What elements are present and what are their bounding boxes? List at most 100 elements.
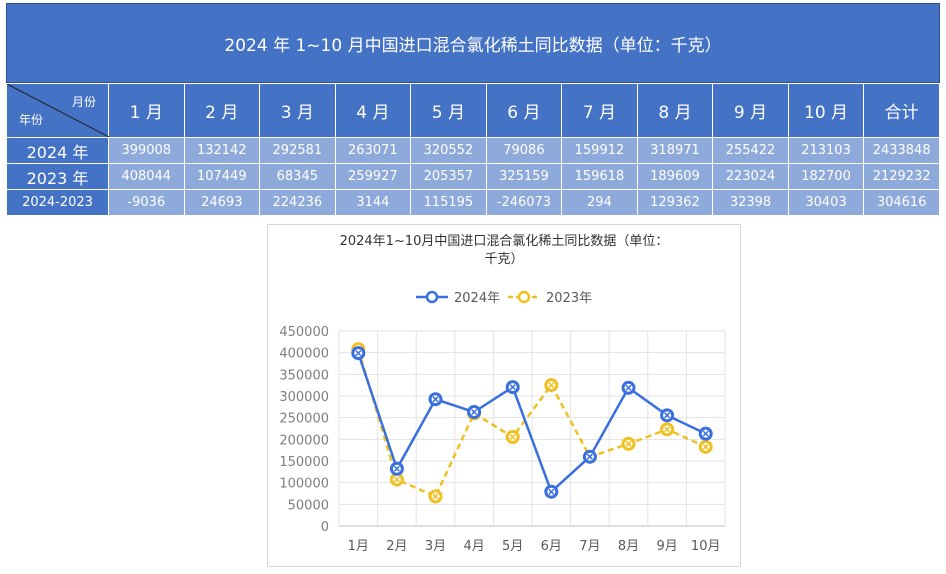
data-point-pattern bbox=[355, 350, 362, 357]
x-tick-label: 6月 bbox=[541, 539, 562, 554]
table-cell: 224236 bbox=[259, 189, 336, 216]
table-cell-total: 304616 bbox=[863, 189, 940, 216]
header-cell: 5 月 bbox=[410, 83, 487, 138]
table-cell: 3144 bbox=[334, 189, 412, 216]
legend-marker bbox=[517, 290, 531, 304]
data-point-pattern bbox=[471, 408, 478, 416]
table-cell: 259927 bbox=[334, 163, 412, 190]
table-cell: 68345 bbox=[259, 163, 336, 190]
chart-title-line-2: 千克） bbox=[484, 252, 524, 267]
y-tick-label: 250000 bbox=[279, 412, 329, 427]
chart-canvas: 0 50000 100000 150000 200000 250000 300000 3500… bbox=[279, 290, 726, 554]
y-tick-label: 300000 bbox=[279, 390, 329, 405]
chart-title: 2024年1~10月中国进口混合氯化稀土同比数据（单位： 千克） bbox=[268, 233, 740, 269]
data-point-pattern bbox=[432, 396, 439, 403]
row-label: 2023 年 bbox=[6, 163, 109, 190]
corner-year-label: 年份 bbox=[19, 113, 44, 127]
table-cell: 325159 bbox=[485, 163, 563, 190]
table-cell: 318971 bbox=[636, 137, 714, 164]
y-tick-label: 350000 bbox=[279, 368, 329, 383]
data-point-pattern bbox=[664, 412, 671, 419]
table-cell: 24693 bbox=[183, 189, 261, 216]
x-tick-label: 4月 bbox=[463, 539, 484, 554]
table-cell: 79086 bbox=[485, 137, 563, 164]
table-cell: 294 bbox=[561, 189, 638, 216]
table-cell: 159618 bbox=[561, 163, 638, 190]
data-table: 月份 年份 1 月 2 月 3 月 4 月 5 月 6 月 7 月 8 月 9 … bbox=[6, 83, 940, 216]
table-row-diff: 2024-2023 -9036 24693 224236 3144 115195… bbox=[6, 189, 940, 216]
table-corner-cell: 月份 年份 bbox=[6, 83, 109, 138]
table-cell: 408044 bbox=[108, 163, 185, 190]
data-point-pattern bbox=[432, 493, 439, 500]
legend-label: 2024年 bbox=[454, 291, 500, 306]
x-tick-label: 9月 bbox=[656, 539, 677, 554]
table-header-row: 月份 年份 1 月 2 月 3 月 4 月 5 月 6 月 7 月 8 月 9 … bbox=[6, 83, 940, 138]
header-cell: 1 月 bbox=[108, 83, 185, 138]
legend-marker bbox=[425, 290, 439, 304]
data-point-pattern bbox=[702, 443, 709, 450]
header-cell: 7 月 bbox=[561, 83, 638, 138]
row-label: 2024-2023 bbox=[6, 189, 109, 216]
table-cell: 223024 bbox=[712, 163, 789, 190]
table-cell: -246073 bbox=[485, 189, 563, 216]
y-tick-label: 400000 bbox=[279, 347, 329, 362]
table-cell: 263071 bbox=[334, 137, 412, 164]
x-tick-label: 2月 bbox=[386, 539, 407, 554]
x-tick-label: 5月 bbox=[502, 539, 523, 554]
table-cell: 182700 bbox=[787, 163, 865, 190]
banner-title: 2024 年 1~10 月中国进口混合氯化稀土同比数据（单位：千克） bbox=[6, 3, 940, 83]
table-cell: 213103 bbox=[787, 137, 865, 164]
data-point-pattern bbox=[548, 382, 555, 389]
y-tick-label: 200000 bbox=[279, 433, 329, 448]
header-cell: 9 月 bbox=[712, 83, 789, 138]
table-cell: 30403 bbox=[787, 189, 865, 216]
data-point-pattern bbox=[548, 488, 555, 495]
data-point-pattern bbox=[393, 465, 400, 472]
y-tick-label: 50000 bbox=[288, 498, 329, 513]
y-tick-label: 150000 bbox=[279, 455, 329, 470]
table-cell: 399008 bbox=[108, 137, 185, 164]
table-cell: 32398 bbox=[712, 189, 789, 216]
table-cell: 107449 bbox=[183, 163, 261, 190]
x-tick-label: 3月 bbox=[425, 539, 446, 554]
table-cell: 189609 bbox=[636, 163, 714, 190]
header-cell: 6 月 bbox=[485, 83, 563, 138]
header-cell: 4 月 bbox=[334, 83, 412, 138]
header-cell: 2 月 bbox=[183, 83, 261, 138]
chart-title-line-1: 2024年1~10月中国进口混合氯化稀土同比数据（单位： bbox=[339, 234, 669, 249]
header-cell-total: 合计 bbox=[863, 83, 940, 138]
table-cell: 320552 bbox=[410, 137, 487, 164]
header-cell: 8 月 bbox=[636, 83, 714, 138]
table-cell: 292581 bbox=[259, 137, 336, 164]
table-row-2023: 2023 年 408044 107449 68345 259927 205357… bbox=[6, 163, 940, 190]
data-point-pattern bbox=[509, 384, 516, 391]
table-cell: 159912 bbox=[561, 137, 638, 164]
series-line bbox=[357, 348, 707, 498]
data-point-pattern bbox=[625, 440, 632, 447]
table-cell: 115195 bbox=[410, 189, 487, 216]
table-cell: 132142 bbox=[183, 137, 261, 164]
table-cell-total: 2129232 bbox=[863, 163, 940, 190]
table-cell: -9036 bbox=[108, 189, 185, 216]
data-point-pattern bbox=[664, 426, 671, 433]
table-row-2024: 2024 年 399008 132142 292581 263071 32055… bbox=[6, 137, 940, 164]
table-cell: 255422 bbox=[712, 137, 789, 164]
y-tick-label: 0 bbox=[321, 520, 329, 535]
row-label: 2024 年 bbox=[6, 137, 109, 164]
line-chart: 2024年1~10月中国进口混合氯化稀土同比数据（单位： 千克） 0 50000 1… bbox=[267, 224, 741, 567]
header-cell: 3 月 bbox=[259, 83, 336, 138]
data-point-pattern bbox=[625, 384, 632, 391]
table-cell: 129362 bbox=[636, 189, 714, 216]
corner-month-label: 月份 bbox=[71, 95, 96, 109]
data-point-pattern bbox=[586, 453, 593, 460]
series-line bbox=[357, 352, 707, 493]
x-tick-label: 1月 bbox=[348, 539, 369, 554]
header-cell: 10 月 bbox=[787, 83, 865, 138]
data-point-pattern bbox=[393, 476, 400, 483]
x-tick-label: 10月 bbox=[691, 539, 721, 554]
y-tick-label: 100000 bbox=[279, 477, 329, 492]
x-tick-label: 8月 bbox=[618, 539, 639, 554]
data-point-pattern bbox=[509, 433, 516, 441]
table-cell-total: 2433848 bbox=[863, 137, 940, 164]
data-point-pattern bbox=[702, 430, 709, 437]
